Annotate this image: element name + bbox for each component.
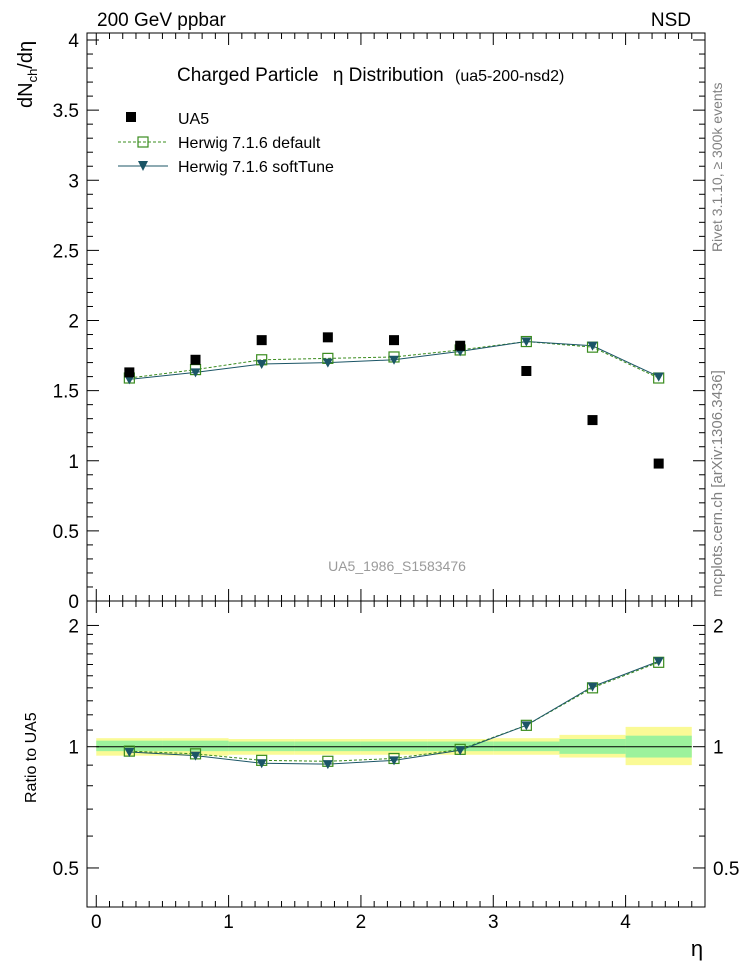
side-label-mcplots: mcplots.cern.ch [arXiv:1306.3436] [709,370,726,597]
top-point-soft [256,359,267,369]
legend-label-default: Herwig 7.1.6 default [178,135,321,152]
top-point-soft [653,372,664,382]
ratio-point-soft [587,682,598,692]
ratio-band-inner-1 [162,740,229,752]
ratio-y-tick-label-right: 2 [713,616,724,637]
top-point-ua5 [587,415,598,426]
top-y-tick-label: 2.5 [53,241,79,262]
top-y-axis-label: dNch/dη [15,41,40,108]
legend-marker-ua5 [126,112,136,122]
top-point-soft [124,375,135,385]
x-tick-label: 2 [356,912,367,933]
top-point-ua5 [256,335,267,346]
x-tick-label: 0 [91,912,102,933]
ratio-point-soft [190,751,201,761]
x-axis-label: η [691,936,703,961]
top-y-tick-label: 1.5 [53,382,79,403]
header-left: 200 GeV ppbar [97,10,227,31]
top-y-tick-label: 4 [68,31,79,52]
legend-marker-default [137,136,149,148]
x-tick-label: 4 [620,912,631,933]
ratio-point-soft [455,746,466,756]
top-y-tick-label: 2 [68,312,79,333]
top-point-ua5 [455,340,466,351]
top-point-ua5 [190,354,201,365]
top-point-soft [190,368,201,378]
top-point-soft [587,341,598,351]
plot-title: Charged Particle η Distribution (ua5-200… [177,65,564,86]
top-point-ua5 [653,458,664,469]
top-point-ua5 [389,335,400,346]
ratio-point-soft [322,760,333,770]
ratio-point-soft [256,759,267,769]
top-point-soft [322,358,333,368]
top-point-soft [389,355,400,365]
ratio-y-tick-label: 1 [68,738,79,759]
ratio-point-soft [653,657,664,667]
ratio-y-tick-label: 2 [68,616,79,637]
top-point-ua5 [124,367,135,378]
ratio-y-tick-label-right: 1 [713,738,724,759]
ratio-y-axis-label: Ratio to UA5 [23,712,40,803]
plot-title-main: Charged Particle [177,65,319,86]
header-right: NSD [651,10,691,31]
ratio-plot-frame [86,600,706,908]
ratio-point-soft [521,721,532,731]
top-y-tick-label: 0 [68,592,79,613]
top-y-tick-label: 0.5 [53,522,79,543]
x-tick-label: 1 [223,912,234,933]
ratio-point-soft [124,748,135,758]
legend-label-ua5: UA5 [178,111,209,128]
top-point-ua5 [521,365,532,376]
legend-marker-soft [138,161,148,171]
plot-title-tag: (ua5-200-nsd2) [455,68,564,85]
side-label-rivet: Rivet 3.1.10, ≥ 300k events [709,82,725,252]
legend-label-soft: Herwig 7.1.6 softTune [178,159,334,176]
ratio-y-tick-label-right: 0.5 [713,859,739,880]
top-y-tick-label: 3 [68,171,79,192]
ratio-point-soft [389,756,400,766]
top-y-tick-label: 1 [68,452,79,473]
top-y-tick-label: 3.5 [53,101,79,122]
top-point-ua5 [322,332,333,343]
x-tick-label: 3 [488,912,499,933]
top-point-soft [521,337,532,347]
plot-title-eta: η Distribution [333,65,444,86]
legend: UA5 Herwig 7.1.6 default Herwig 7.1.6 so… [118,111,334,176]
ratio-y-tick-label: 0.5 [53,859,79,880]
watermark: UA5_1986_S1583476 [328,558,466,574]
